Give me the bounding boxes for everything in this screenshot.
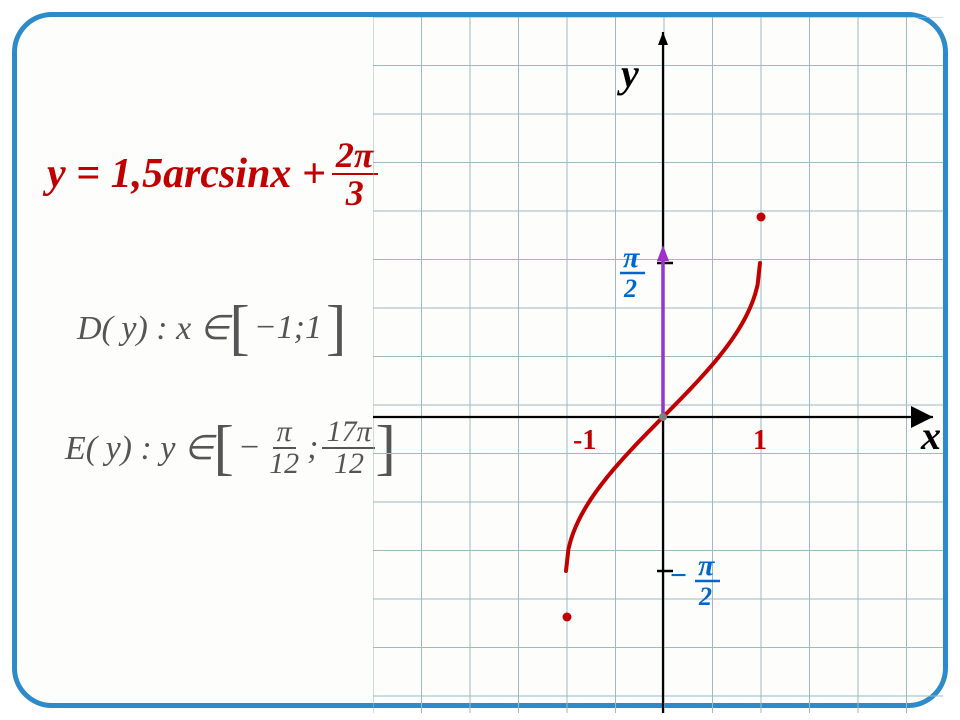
svg-text:−: − — [670, 559, 687, 592]
y-axis-label: y — [617, 51, 639, 96]
domain-prefix: D( y) : x ∈ — [77, 308, 229, 348]
chart-area: x y 1 -1 π 2 − π 2 — [373, 17, 943, 713]
svg-text:π: π — [623, 241, 640, 274]
svg-text:π: π — [698, 549, 715, 582]
range-equation: E( y) : y ∈ [ − π 12 ; 17π 12 ] — [65, 417, 396, 479]
bracket-left: [ — [214, 427, 234, 470]
pi-over-2-top: π 2 — [620, 241, 645, 303]
svg-text:2: 2 — [623, 274, 637, 303]
domain-equation: D( y) : x ∈ [ −1;1 ] — [77, 307, 346, 350]
domain-content: −1;1 — [250, 309, 326, 347]
main-equation: y = 1,5arcsinx + 2π 3 — [47, 137, 378, 211]
bracket-left: [ — [229, 307, 249, 350]
svg-text:2: 2 — [698, 582, 712, 611]
x-axis-label: x — [920, 413, 941, 458]
tick-neg1: -1 — [573, 425, 596, 456]
tick-1: 1 — [753, 425, 767, 456]
bracket-right: ] — [326, 307, 346, 350]
purple-arrow — [657, 245, 669, 417]
eq-lhs: y = 1,5arcsinx + — [47, 150, 326, 198]
slide-frame: y = 1,5arcsinx + 2π 3 D( y) : x ∈ [ −1;1… — [12, 12, 948, 708]
eq-fraction: 2π 3 — [332, 137, 378, 211]
range-sep: ; — [303, 429, 322, 467]
axes — [373, 32, 933, 713]
range-frac2: 17π 12 — [322, 417, 375, 479]
range-prefix: E( y) : y ∈ — [65, 428, 214, 468]
range-frac1: π 12 — [265, 417, 303, 479]
grid — [373, 17, 943, 713]
neg-sign: − — [234, 429, 265, 467]
